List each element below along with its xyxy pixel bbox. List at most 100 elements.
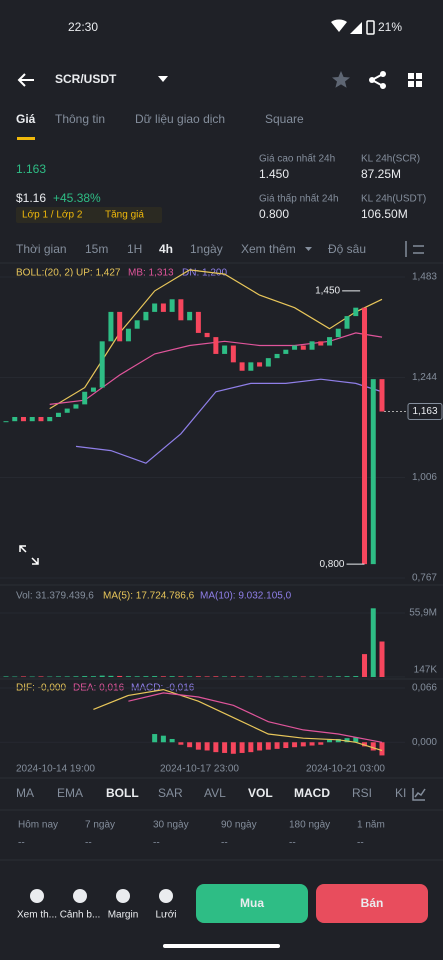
indicator-tab[interactable]: KI — [395, 786, 406, 800]
macd-bar — [362, 742, 368, 747]
volume-bar — [265, 676, 271, 678]
tab[interactable]: Giá — [16, 112, 36, 126]
sell-label[interactable]: Bán — [361, 896, 384, 910]
bottom-label[interactable]: Cảnh b... — [60, 910, 101, 921]
candle — [195, 311, 201, 333]
tag[interactable]: Lớp 1 / Lớp 2 — [22, 210, 83, 221]
volume-bar — [274, 676, 280, 677]
macd-bar — [379, 742, 385, 756]
bottom-icon[interactable] — [159, 889, 173, 903]
stat-label: KL 24h(USDT) — [361, 194, 426, 205]
candle — [64, 408, 70, 413]
candle — [300, 345, 306, 350]
indicator-tab[interactable]: SAR — [158, 786, 183, 800]
interval[interactable]: 1ngày — [190, 242, 223, 256]
indicator-line — [128, 692, 383, 743]
volume-bar — [20, 676, 26, 677]
candle — [20, 416, 26, 422]
period-label: Hôm nay — [18, 820, 58, 831]
settings-icon[interactable] — [405, 241, 424, 257]
sell-button[interactable] — [316, 884, 428, 923]
volume-bar — [108, 675, 114, 677]
interval[interactable]: Độ sâu — [328, 242, 366, 256]
candle — [160, 303, 166, 312]
volume-bar — [344, 676, 350, 677]
bottom-icon[interactable] — [116, 889, 130, 903]
tab[interactable]: Square — [265, 112, 304, 126]
period-value: -- — [153, 838, 160, 849]
back-button[interactable] — [17, 73, 34, 87]
macd-bar — [152, 734, 158, 743]
tab[interactable]: Dữ liệu giao dịch — [135, 112, 225, 126]
buy-button[interactable] — [196, 884, 308, 923]
bottom-label[interactable]: Lưới — [155, 910, 176, 921]
macd-bar — [344, 738, 350, 743]
volume-legend: MA(10): 9.032.105,0 — [200, 591, 292, 602]
chart-tool-icon[interactable] — [412, 788, 426, 801]
share-icon[interactable] — [369, 71, 386, 89]
indicator-tab[interactable]: BOLL — [106, 786, 139, 800]
period-value: -- — [357, 838, 364, 849]
usd-price: $1.16 — [16, 191, 46, 205]
bottom-icon[interactable] — [30, 889, 44, 903]
favorite-icon[interactable] — [332, 71, 350, 88]
change: +45.38% — [53, 191, 101, 205]
bottom-label[interactable]: Margin — [108, 910, 139, 921]
pair-dropdown[interactable] — [158, 76, 168, 82]
pair[interactable]: SCR/USDT — [55, 72, 117, 86]
y-tick-label: 0,767 — [412, 573, 437, 584]
candle — [82, 391, 88, 405]
y-tick-label: 147K — [414, 664, 438, 675]
period-value: -- — [289, 838, 296, 849]
boll-legend: MB: 1,313 — [128, 268, 174, 279]
indicator-tab[interactable]: EMA — [57, 786, 83, 800]
volume-bar — [222, 676, 228, 677]
bottom-icon[interactable] — [73, 889, 87, 903]
interval[interactable]: 1H — [127, 242, 142, 256]
indicator-tab[interactable]: RSI — [352, 786, 372, 800]
y-tick-label: 0,066 — [412, 683, 437, 694]
expand-icon[interactable] — [19, 545, 39, 565]
boll-legend: BOLL:(20, 2) — [16, 268, 73, 279]
stat-label: KL 24h(SCR) — [361, 154, 420, 165]
indicator-tab[interactable]: AVL — [204, 786, 226, 800]
candle — [353, 307, 359, 317]
interval[interactable]: Thời gian — [16, 242, 67, 256]
period-label: 180 ngày — [289, 820, 330, 831]
grid-icon[interactable] — [408, 73, 422, 87]
volume-bar — [230, 676, 236, 677]
tag-box — [16, 207, 162, 223]
macd-bar — [195, 742, 201, 750]
stat-label: Giá thấp nhất 24h — [259, 193, 339, 205]
volume-bar — [169, 676, 175, 677]
buy-label[interactable]: Mua — [240, 896, 264, 910]
bottom-label[interactable]: Xem th... — [17, 910, 57, 921]
indicator-tab[interactable]: VOL — [248, 786, 273, 800]
macd-bar — [274, 742, 280, 749]
indicator-line — [49, 269, 383, 410]
candle — [379, 379, 385, 412]
indicator-tab[interactable]: MA — [16, 786, 34, 800]
stat-value: 87.25M — [361, 167, 401, 181]
interval[interactable]: Xem thêm — [241, 242, 296, 256]
candle — [29, 416, 35, 422]
interval[interactable]: 15m — [85, 242, 108, 256]
extreme-label: 0,800 — [319, 559, 344, 570]
volume-bar — [370, 608, 376, 677]
interval[interactable]: 4h — [159, 242, 173, 256]
candle — [178, 299, 184, 321]
candle — [213, 337, 219, 354]
indicator-tab[interactable]: MACD — [294, 786, 330, 800]
tab[interactable]: Thông tin — [55, 112, 105, 126]
tab-indicator — [17, 137, 35, 140]
candle — [257, 362, 263, 367]
macd-bar — [239, 742, 245, 753]
period-label: 30 ngày — [153, 820, 189, 831]
period-value: -- — [85, 838, 92, 849]
candle — [187, 311, 193, 321]
tag[interactable]: Tăng giá — [105, 210, 144, 221]
candle — [169, 299, 175, 312]
volume-bar — [327, 676, 333, 677]
macd-bar — [353, 737, 359, 743]
volume-legend: MA(5): 17.724.786,6 — [103, 591, 195, 602]
